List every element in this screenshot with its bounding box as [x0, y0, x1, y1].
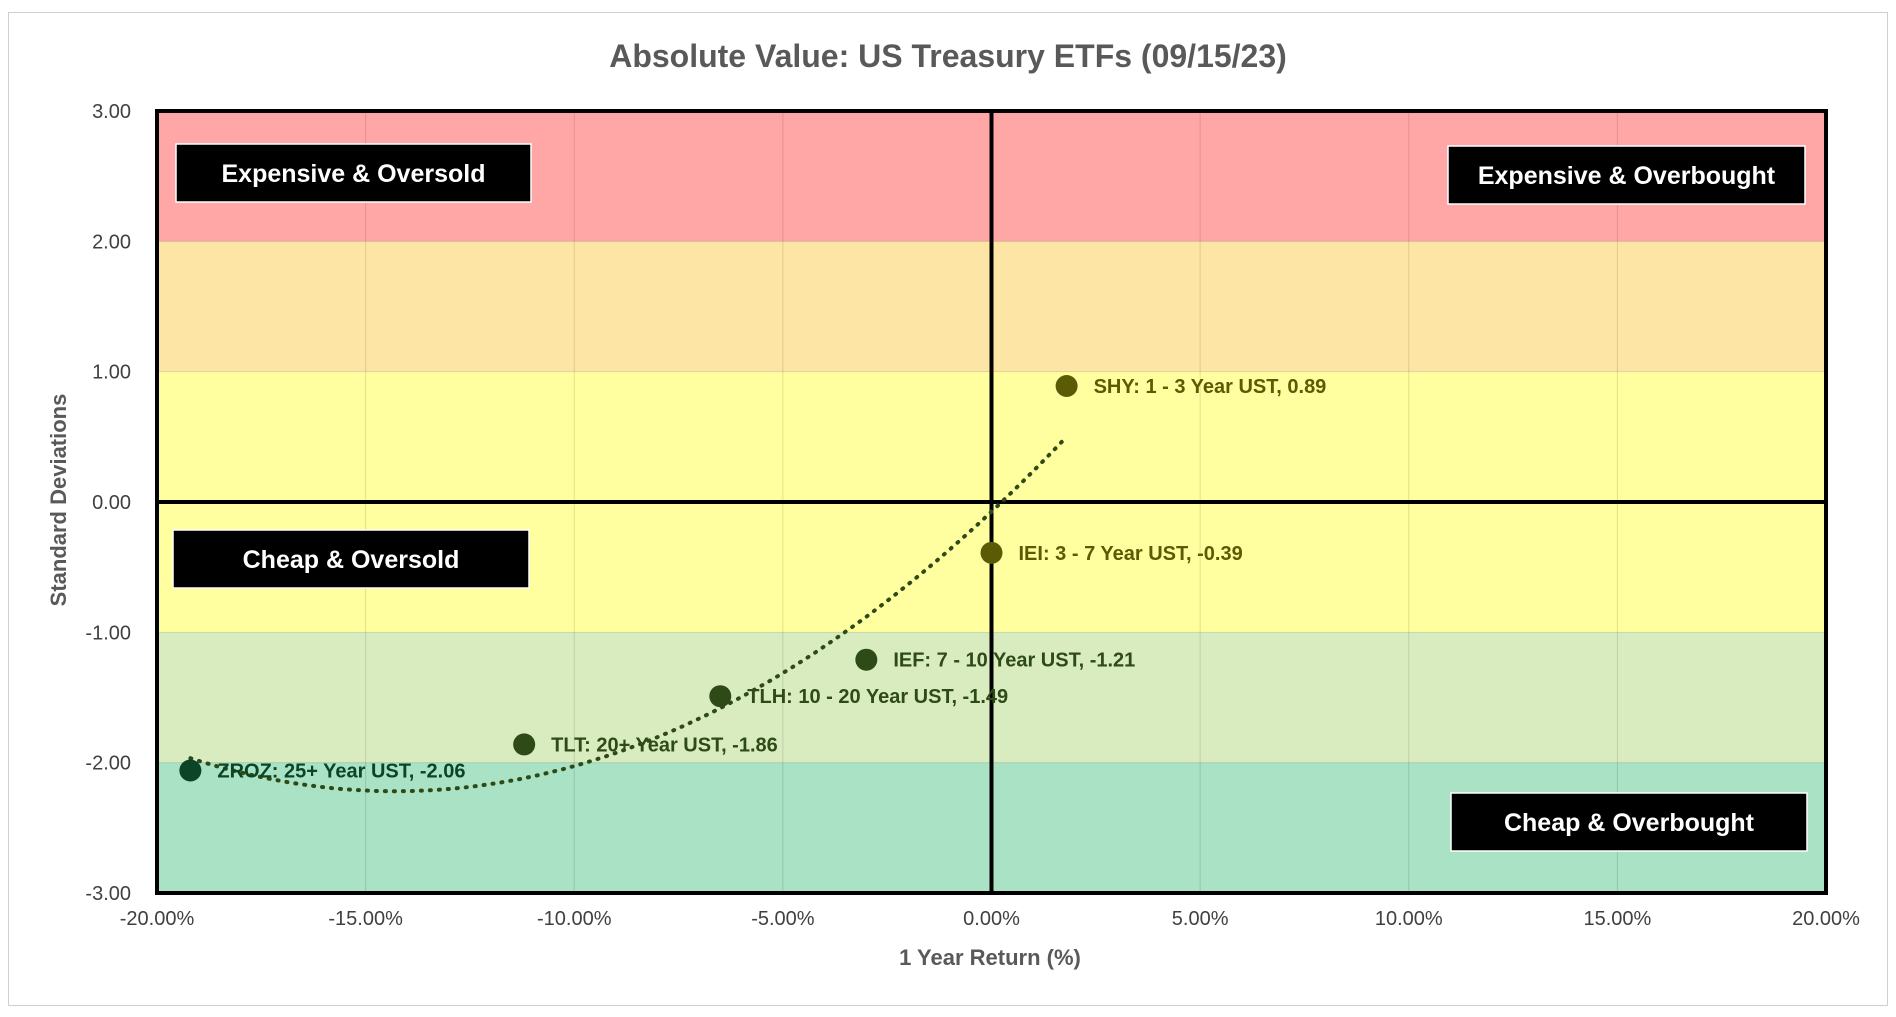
y-tick-label: 0.00: [92, 492, 131, 514]
chart-title: Absolute Value: US Treasury ETFs (09/15/…: [609, 38, 1287, 74]
quadrant-label-text: Expensive & Overbought: [1478, 162, 1776, 190]
quadrant-label-box: [175, 143, 532, 203]
quadrant-label-text: Expensive & Oversold: [221, 160, 485, 188]
data-label: IEF: 7 - 10 Year UST, -1.21: [893, 650, 1135, 672]
quadrant-labels: Expensive & Oversold Expensive & Overboug…: [172, 143, 1808, 852]
x-tick-label: 20.00%: [1792, 908, 1860, 930]
quadrant-label-top-left: Expensive & Oversold: [175, 143, 532, 203]
quadrant-axes: [155, 109, 1828, 895]
data-label: IEI: 3 - 7 Year UST, -0.39: [1019, 543, 1243, 565]
x-tick-label: 15.00%: [1583, 908, 1651, 930]
data-point: [709, 685, 732, 708]
y-tick-label: 1.00: [92, 362, 131, 384]
quadrant-label-bottom-right: Cheap & Overbought: [1450, 792, 1808, 852]
y-tick-label: -2.00: [85, 753, 131, 775]
y-tick-label: -1.00: [85, 622, 131, 644]
y-tick-label: -3.00: [85, 883, 131, 905]
data-point: [1055, 375, 1078, 398]
data-point: [855, 648, 878, 671]
quadrant-label-box: [1450, 792, 1808, 852]
data-label: TLT: 20+ Year UST, -1.86: [551, 734, 778, 756]
x-tick-label: 5.00%: [1172, 908, 1229, 930]
data-label: TLH: 10 - 20 Year UST, -1.49: [747, 686, 1008, 708]
x-axis-title: 1 Year Return (%): [899, 945, 1081, 970]
data-label: ZROZ: 25+ Year UST, -2.06: [217, 760, 465, 782]
quadrant-label-text: Cheap & Overbought: [1504, 809, 1755, 837]
data-points: SHY: 1 - 3 Year UST, 0.89 IEI: 3 - 7 Year…: [179, 375, 1326, 782]
x-tick-label: -5.00%: [751, 908, 815, 930]
quadrant-label-box: [1447, 145, 1806, 205]
y-tick-label: 3.00: [92, 101, 131, 123]
y-axis-title: Standard Deviations: [46, 394, 71, 607]
data-label: SHY: 1 - 3 Year UST, 0.89: [1094, 376, 1327, 398]
y-tick-label: 2.00: [92, 231, 131, 253]
quadrant-label-text: Cheap & Oversold: [243, 546, 460, 574]
data-point: [513, 733, 536, 756]
x-tick-label: -10.00%: [537, 908, 612, 930]
x-tick-label: -15.00%: [328, 908, 403, 930]
quadrant-label-bottom-left: Cheap & Oversold: [172, 529, 530, 589]
quadrant-label-top-right: Expensive & Overbought: [1447, 145, 1806, 205]
data-point: [980, 541, 1003, 564]
y-tick-labels: 3.00 2.00 1.00 0.00 -1.00 -2.00 -3.00: [85, 101, 131, 905]
quadrant-label-box: [172, 529, 530, 589]
x-tick-label: 0.00%: [963, 908, 1020, 930]
x-tick-label: -20.00%: [120, 908, 195, 930]
data-point: [179, 759, 202, 782]
x-tick-label: 10.00%: [1375, 908, 1443, 930]
x-tick-labels: -20.00% -15.00% -10.00% -5.00% 0.00% 5.00% 10.…: [120, 908, 1860, 930]
